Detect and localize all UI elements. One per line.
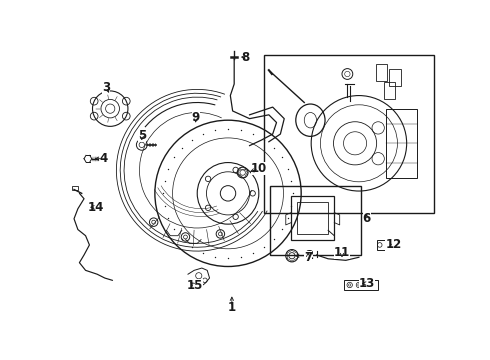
- Bar: [264, 55, 434, 213]
- Text: 14: 14: [88, 201, 104, 214]
- Text: 5: 5: [138, 129, 146, 142]
- Text: 3: 3: [102, 81, 110, 94]
- Bar: [297, 202, 328, 234]
- Bar: [377, 239, 393, 250]
- Bar: [72, 186, 78, 190]
- Text: 13: 13: [359, 277, 375, 290]
- Bar: [291, 195, 334, 240]
- Text: 11: 11: [334, 246, 350, 259]
- Text: 1: 1: [228, 301, 236, 314]
- Text: 4: 4: [99, 152, 107, 165]
- Text: 10: 10: [251, 162, 267, 175]
- Text: 15: 15: [187, 279, 203, 292]
- Bar: [384, 82, 395, 99]
- Text: 7: 7: [304, 251, 312, 264]
- Bar: [389, 69, 400, 86]
- Text: 6: 6: [363, 212, 371, 225]
- Text: 9: 9: [192, 111, 200, 125]
- Bar: [343, 280, 378, 291]
- Text: 12: 12: [386, 238, 402, 251]
- Text: 8: 8: [242, 50, 250, 64]
- Bar: [386, 109, 416, 178]
- Text: 2: 2: [305, 249, 313, 262]
- Bar: [270, 186, 361, 255]
- Bar: [376, 64, 388, 81]
